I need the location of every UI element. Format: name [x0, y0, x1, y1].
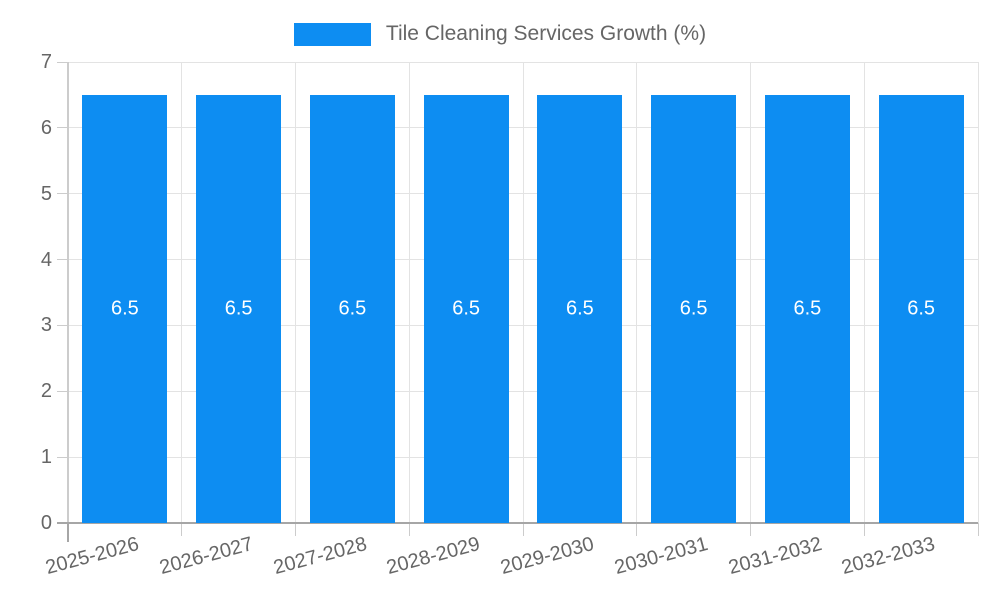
bar-2030-2031[interactable]: [651, 94, 737, 523]
y-tick-mark: [57, 127, 68, 129]
y-tick-mark: [57, 61, 68, 63]
x-tick-mark: [67, 523, 69, 542]
bar-2031-2032[interactable]: [764, 94, 850, 523]
v-gridline: [863, 62, 865, 523]
y-tick-mark: [57, 193, 68, 195]
x-axis-line: [57, 522, 978, 524]
x-tick-mark: [863, 523, 865, 536]
y-tick-label: 6: [40, 116, 52, 139]
bar-value-label: 6.5: [338, 297, 367, 320]
y-tick-mark: [57, 456, 68, 458]
bar-value-label: 6.5: [907, 297, 936, 320]
y-tick-mark: [57, 390, 68, 392]
bar-2027-2028[interactable]: [309, 94, 395, 523]
y-axis-line: [67, 62, 69, 523]
y-tick-mark: [57, 324, 68, 326]
y-tick-label: 4: [40, 248, 52, 271]
bar-value-label: 6.5: [110, 297, 139, 320]
bar-value-label: 6.5: [679, 297, 708, 320]
legend-swatch[interactable]: [293, 22, 371, 46]
x-tick-mark: [408, 523, 410, 536]
v-gridline: [408, 62, 410, 523]
x-tick-mark: [977, 523, 979, 536]
x-tick-mark: [295, 523, 296, 536]
bar-value-label: 6.5: [793, 297, 822, 320]
v-gridline: [181, 62, 183, 523]
bar-2028-2029[interactable]: [423, 94, 509, 523]
x-tick-mark: [636, 523, 638, 536]
v-gridline: [750, 62, 751, 523]
y-tick-label: 1: [40, 446, 52, 469]
y-tick-mark: [57, 259, 68, 261]
x-tick-label-text: 2032-2033: [839, 533, 938, 580]
legend-label: Tile Cleaning Services Growth (%): [385, 22, 707, 45]
x-tick-mark: [181, 523, 183, 536]
bar-2029-2030[interactable]: [537, 94, 623, 523]
y-tick-label: 5: [40, 182, 52, 205]
v-gridline: [636, 62, 638, 523]
legend: Tile Cleaning Services Growth (%): [0, 20, 1000, 48]
v-gridline: [295, 62, 296, 523]
bar-value-label: 6.5: [224, 297, 253, 320]
y-tick-label: 0: [40, 512, 52, 534]
bar-value-label: 6.5: [565, 297, 594, 320]
bar-value-label: 6.5: [452, 297, 481, 320]
y-tick-label: 2: [40, 380, 52, 403]
v-gridline: [522, 62, 524, 523]
bar-2026-2027[interactable]: [196, 94, 282, 523]
x-tick-mark: [750, 523, 751, 536]
y-tick-label: 7: [40, 51, 52, 73]
v-gridline: [977, 62, 979, 523]
x-tick-mark: [522, 523, 524, 536]
bar-2025-2026[interactable]: [82, 94, 168, 523]
x-tick-label: 2032-2033: [732, 533, 938, 579]
y-tick-label: 3: [40, 314, 52, 337]
bar-2032-2033[interactable]: [878, 94, 964, 523]
